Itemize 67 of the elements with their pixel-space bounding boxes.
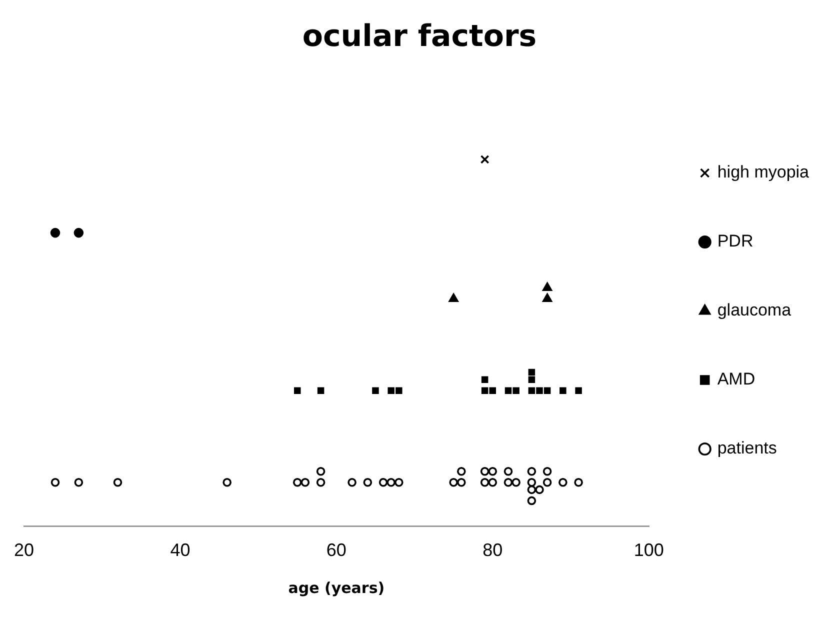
legend-label: glaucoma — [717, 300, 792, 320]
point — [481, 376, 488, 383]
point — [386, 478, 396, 487]
point — [363, 478, 372, 487]
point — [316, 478, 326, 487]
legend-label: high myopia — [717, 162, 810, 182]
point — [480, 154, 490, 164]
point — [74, 478, 84, 487]
x-tick-label: 40 — [170, 540, 190, 560]
point — [542, 282, 552, 291]
x-tick-label: 100 — [634, 540, 664, 560]
point — [388, 387, 394, 394]
point — [222, 478, 232, 487]
point — [542, 293, 552, 302]
x-tick-label: 80 — [482, 540, 503, 560]
point — [560, 387, 566, 394]
point — [50, 478, 60, 487]
point — [575, 387, 582, 394]
point — [504, 466, 513, 476]
point — [542, 478, 552, 487]
point — [292, 478, 302, 487]
point — [512, 478, 520, 487]
point — [480, 466, 490, 476]
point — [481, 387, 488, 394]
legend-label: AMD — [717, 370, 756, 389]
point — [535, 485, 544, 494]
point — [504, 478, 513, 487]
point — [527, 466, 536, 476]
legend-label: patients — [717, 438, 777, 458]
point — [448, 293, 458, 302]
point — [394, 478, 404, 487]
point — [512, 387, 520, 394]
point — [527, 478, 536, 487]
point — [488, 466, 498, 476]
chart-title: ocular factors — [302, 18, 537, 54]
point — [294, 387, 301, 394]
point — [574, 478, 583, 487]
point — [113, 478, 122, 487]
point — [558, 478, 568, 487]
point — [396, 387, 402, 394]
point — [542, 466, 552, 476]
point — [300, 478, 310, 487]
point — [50, 228, 60, 238]
point — [544, 387, 551, 394]
x-tick-label: 60 — [326, 540, 346, 560]
point — [536, 387, 543, 394]
point — [74, 228, 84, 238]
x-tick-label: 20 — [14, 540, 34, 560]
point — [456, 478, 466, 487]
point — [489, 387, 496, 394]
point — [528, 376, 536, 383]
point — [372, 387, 379, 394]
point — [378, 478, 388, 487]
legend-label: PDR — [717, 232, 754, 251]
point — [316, 466, 326, 476]
point — [527, 485, 536, 494]
point — [480, 478, 490, 487]
point — [527, 496, 536, 506]
point — [456, 466, 466, 476]
point — [504, 387, 512, 394]
x-axis-title: age (years) — [288, 578, 385, 597]
point — [488, 478, 498, 487]
point — [528, 368, 536, 376]
point — [528, 387, 536, 394]
point — [348, 478, 356, 487]
point — [317, 387, 324, 394]
point — [449, 478, 458, 487]
